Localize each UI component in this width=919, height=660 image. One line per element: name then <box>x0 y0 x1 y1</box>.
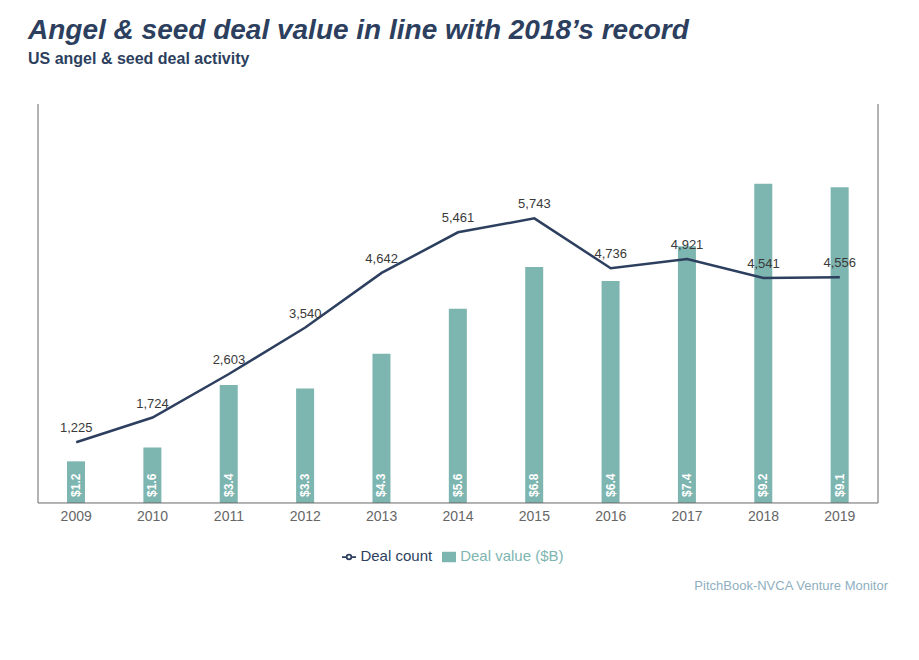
svg-text:$6.4: $6.4 <box>604 473 618 497</box>
svg-text:4,556: 4,556 <box>824 255 857 270</box>
svg-text:$5.6: $5.6 <box>451 473 465 497</box>
html-text:PitchBook-NVCA Venture Monitor: PitchBook-NVCA Venture Monitor <box>694 578 888 593</box>
svg-text:$9.1: $9.1 <box>833 473 847 497</box>
svg-text:$6.8: $6.8 <box>527 473 541 497</box>
svg-text:$3.3: $3.3 <box>298 473 312 497</box>
svg-text:$4.3: $4.3 <box>374 473 388 497</box>
html-text:Deal value ($B): Deal value ($B) <box>460 547 564 564</box>
svg-text:2018: 2018 <box>748 508 779 524</box>
svg-text:2014: 2014 <box>442 508 473 524</box>
svg-text:2015: 2015 <box>519 508 550 524</box>
svg-text:2,603: 2,603 <box>213 352 246 367</box>
html-text:Deal count: Deal count <box>360 547 433 564</box>
svg-text:4,921: 4,921 <box>671 237 704 252</box>
svg-text:2012: 2012 <box>290 508 321 524</box>
svg-text:4,642: 4,642 <box>365 251 398 266</box>
svg-text:2009: 2009 <box>61 508 92 524</box>
svg-text:4,736: 4,736 <box>594 246 627 261</box>
svg-text:2013: 2013 <box>366 508 397 524</box>
svg-text:2010: 2010 <box>137 508 168 524</box>
svg-text:2011: 2011 <box>214 508 244 524</box>
svg-text:4,541: 4,541 <box>747 256 780 271</box>
svg-text:3,540: 3,540 <box>289 306 322 321</box>
svg-text:$7.4: $7.4 <box>680 473 694 497</box>
svg-text:5,743: 5,743 <box>518 196 551 211</box>
svg-text:$3.4: $3.4 <box>222 473 236 497</box>
svg-text:2019: 2019 <box>824 508 855 524</box>
svg-text:$9.2: $9.2 <box>756 473 770 497</box>
svg-text:1,225: 1,225 <box>60 420 93 435</box>
svg-text:2017: 2017 <box>672 508 703 524</box>
html-text:Angel & seed deal value in lin: Angel & seed deal value in line with 201… <box>28 14 689 45</box>
svg-text:$1.2: $1.2 <box>69 473 83 497</box>
svg-text:5,461: 5,461 <box>442 210 475 225</box>
html-text:US angel & seed deal activity: US angel & seed deal activity <box>28 50 250 67</box>
svg-text:2016: 2016 <box>595 508 626 524</box>
svg-text:$1.6: $1.6 <box>145 473 159 497</box>
svg-text:1,724: 1,724 <box>136 396 169 411</box>
